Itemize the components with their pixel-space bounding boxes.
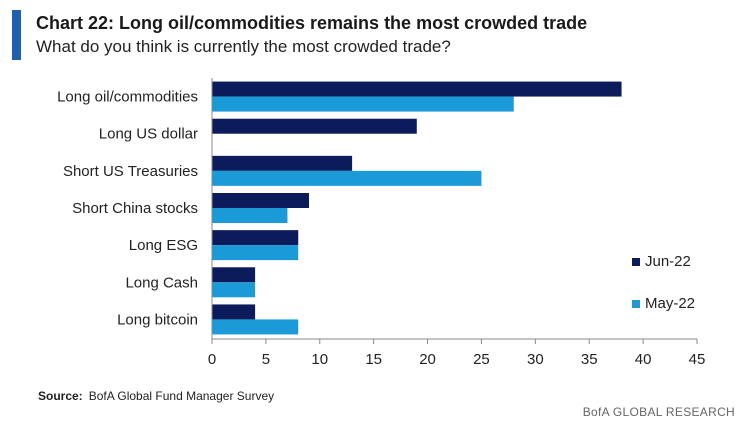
category-label: Short US Treasuries xyxy=(63,163,198,180)
source-note: Source: BofA Global Fund Manager Survey xyxy=(38,389,274,403)
x-tick-label: 45 xyxy=(689,351,706,368)
source-label: Source: xyxy=(38,389,83,403)
bar-jun xyxy=(212,230,299,246)
x-tick-label: 30 xyxy=(527,351,544,368)
category-label: Short China stocks xyxy=(72,200,198,217)
bar-jun xyxy=(212,267,256,283)
bar-may xyxy=(212,170,482,186)
bar-may xyxy=(212,282,256,298)
bar-may xyxy=(212,96,514,112)
x-tick-label: 35 xyxy=(581,351,598,368)
category-label: Long oil/commodities xyxy=(57,89,198,106)
category-label: Long Cash xyxy=(125,274,198,291)
x-tick-label: 40 xyxy=(635,351,652,368)
bar-may xyxy=(212,319,299,335)
x-tick-label: 0 xyxy=(208,351,216,368)
x-tick-label: 15 xyxy=(365,351,382,368)
bar-jun xyxy=(212,155,353,171)
legend-swatch xyxy=(632,258,640,266)
chart-title: Chart 22: Long oil/commodities remains t… xyxy=(36,13,588,33)
legend-swatch xyxy=(632,300,640,308)
bar-may xyxy=(212,208,288,223)
bar-jun xyxy=(212,81,622,97)
x-tick-label: 25 xyxy=(473,351,490,368)
category-label: Long US dollar xyxy=(99,126,198,143)
x-tick-label: 20 xyxy=(419,351,436,368)
category-label: Long ESG xyxy=(129,237,198,254)
bar-may xyxy=(212,245,299,261)
x-tick-label: 5 xyxy=(262,351,270,368)
chart-subtitle: What do you think is currently the most … xyxy=(36,37,451,56)
legend-label: May-22 xyxy=(645,295,695,312)
bar-jun xyxy=(212,193,309,208)
bar-jun xyxy=(212,118,417,134)
bar-jun xyxy=(212,304,256,320)
source-text: BofA Global Fund Manager Survey xyxy=(88,389,275,403)
category-label: Long bitcoin xyxy=(117,311,198,328)
x-tick-label: 10 xyxy=(311,351,328,368)
brand-label: BofA GLOBAL RESEARCH xyxy=(582,405,735,419)
title-accent-bar xyxy=(12,10,21,60)
legend-label: Jun-22 xyxy=(645,253,691,270)
